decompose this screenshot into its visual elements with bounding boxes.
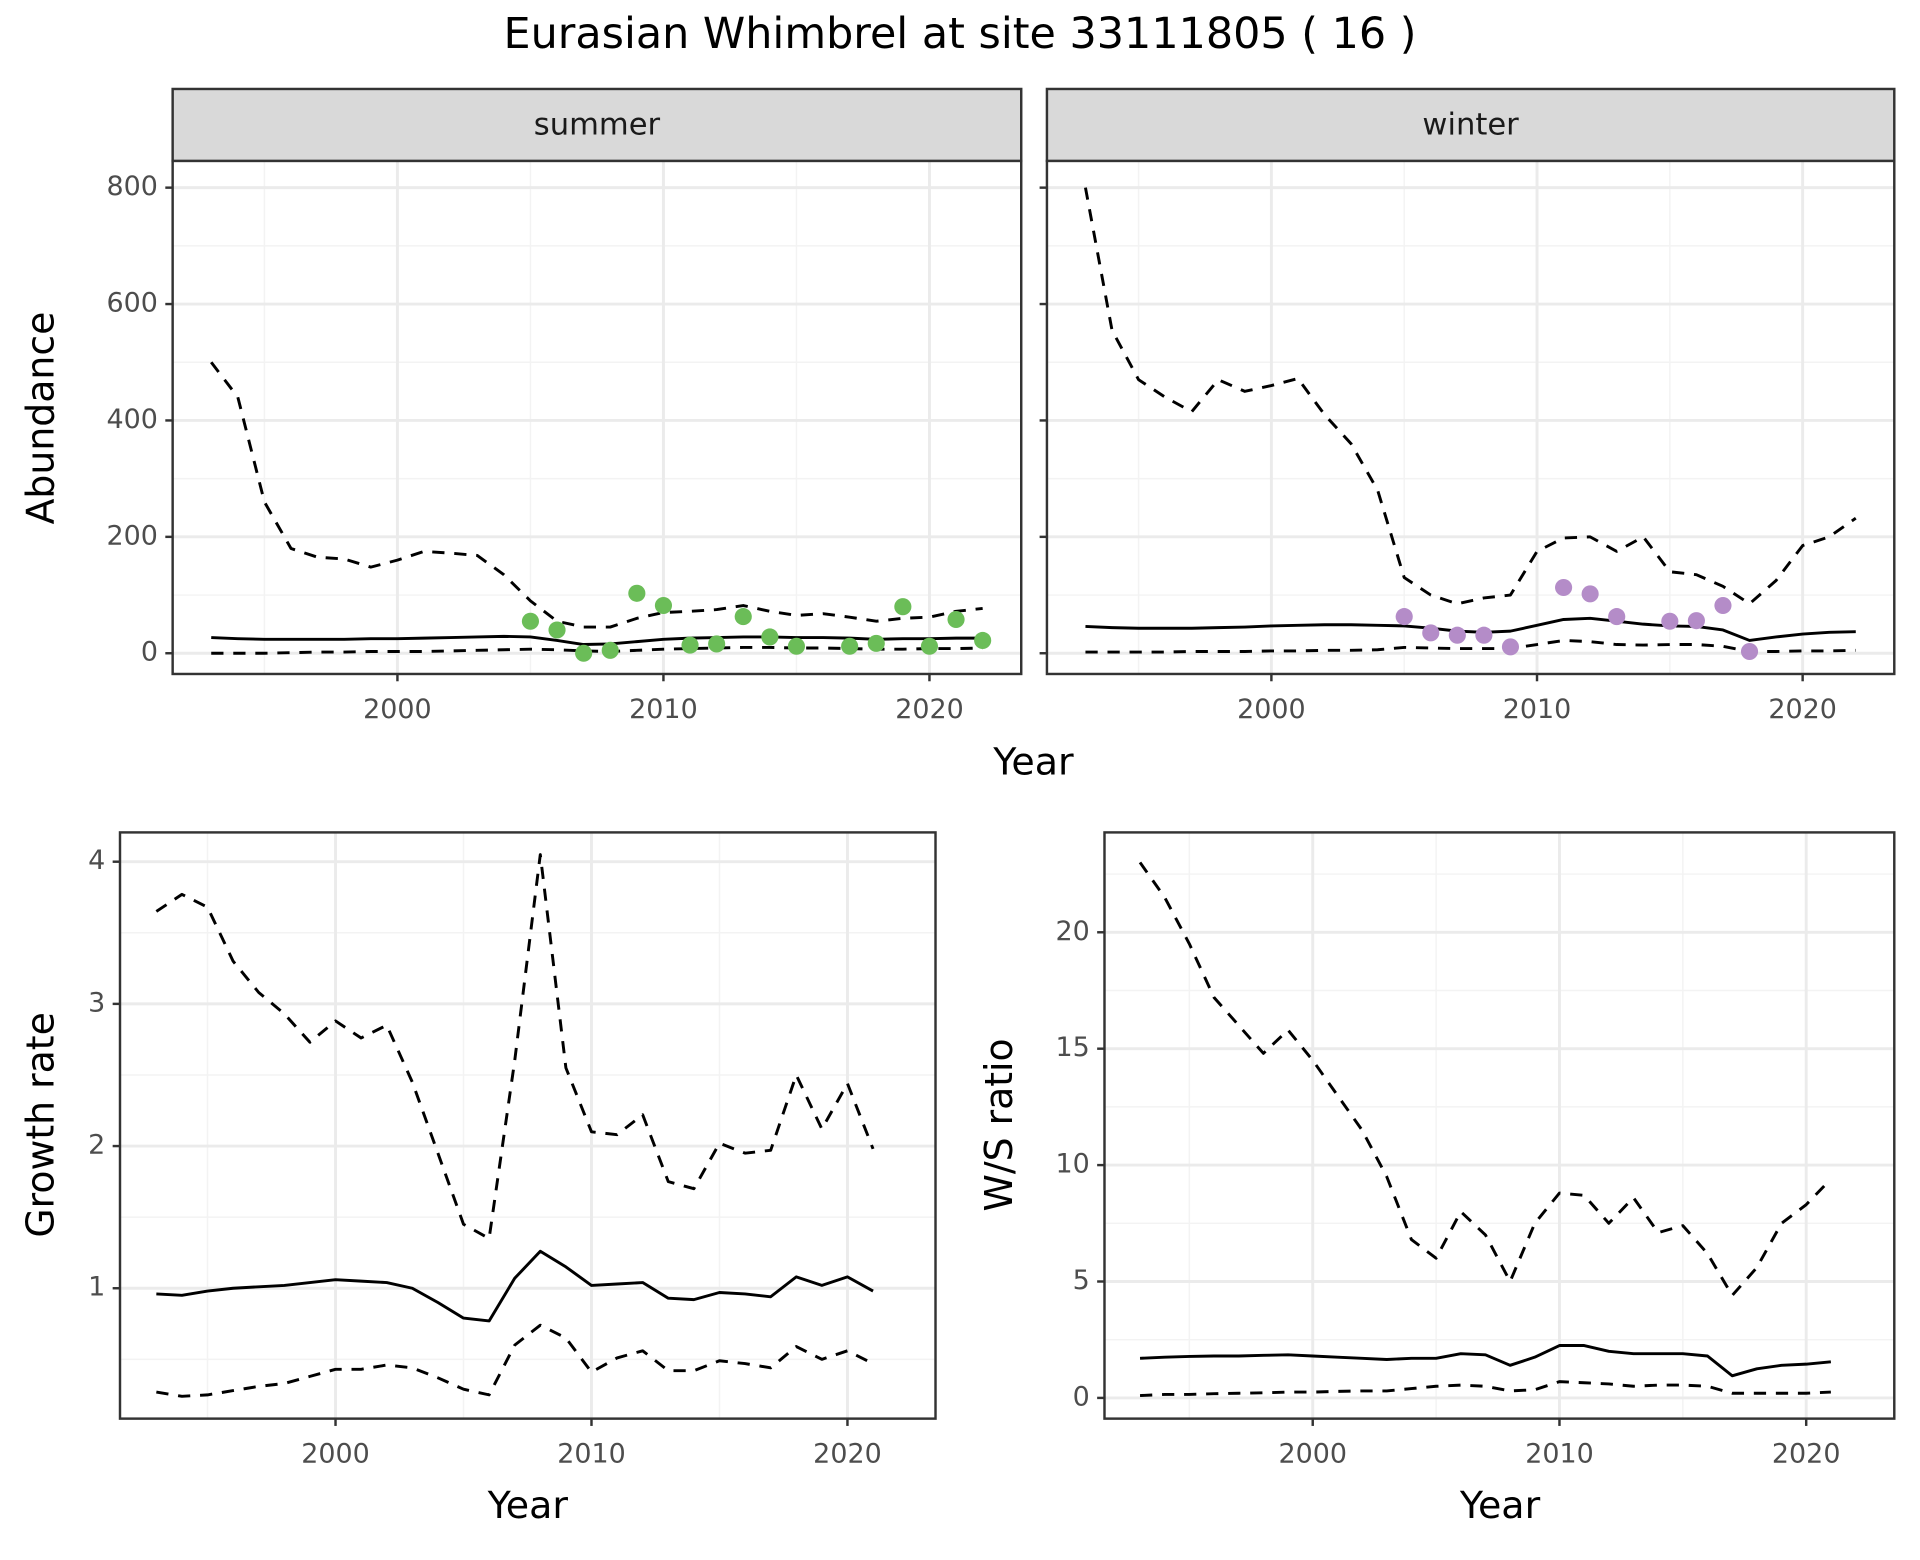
x-tick-label: 2000 (1237, 694, 1306, 725)
observed-point (1448, 626, 1466, 644)
y-axis-title: Abundance (18, 312, 62, 525)
y-tick-label: 1 (88, 1272, 105, 1303)
interval-line (1139, 1380, 1831, 1398)
y-axis-title: Growth rate (18, 1012, 62, 1237)
observed-point (1608, 608, 1626, 626)
observed-point (1555, 578, 1573, 597)
x-axis-title: Year (1459, 1483, 1541, 1527)
observed-point (761, 628, 779, 646)
observed-point (894, 598, 912, 616)
estimate-line (1085, 616, 1856, 642)
observed-point (708, 635, 726, 653)
observed-point (1581, 585, 1599, 603)
x-tick-label: 2010 (1503, 694, 1572, 725)
panel-background (1046, 160, 1895, 674)
x-tick-label: 2010 (629, 694, 698, 725)
estimate-line (156, 1249, 874, 1323)
panel-background (1104, 832, 1895, 1419)
observed-point (575, 644, 593, 662)
observed-point (1422, 624, 1440, 642)
panel-background (120, 832, 936, 1419)
observed-point (920, 637, 939, 655)
x-axis-title: Year (992, 740, 1074, 784)
observed-point (681, 636, 699, 654)
x-tick-label: 2010 (1525, 1439, 1594, 1470)
y-tick-label: 5 (1073, 1265, 1090, 1296)
observed-point (521, 612, 540, 630)
panel-border (1103, 831, 1896, 1420)
observed-point (787, 637, 806, 655)
panel-border (118, 831, 937, 1420)
y-tick-label: 2 (88, 1130, 105, 1161)
y-tick-label: 15 (1056, 1032, 1090, 1063)
y-tick-label: 4 (88, 845, 105, 876)
x-tick-label: 2020 (1768, 694, 1837, 725)
observed-point (974, 631, 992, 649)
y-tick-label: 0 (1073, 1381, 1090, 1412)
observed-point (1714, 596, 1732, 615)
x-tick-label: 2000 (363, 694, 432, 725)
interval-line (1085, 638, 1856, 654)
observed-point (841, 637, 859, 655)
panel-background (172, 160, 1022, 674)
strip-label: summer (534, 108, 661, 143)
estimate-line (1139, 1344, 1832, 1378)
y-tick-label: 600 (107, 288, 158, 319)
x-tick-label: 2020 (1772, 1439, 1841, 1470)
observed-point (947, 610, 965, 629)
observed-point (654, 596, 673, 615)
strip-background (1045, 87, 1896, 163)
y-tick-label: 400 (107, 404, 158, 435)
y-tick-label: 10 (1056, 1149, 1090, 1180)
observed-point (628, 584, 646, 602)
estimate-line (211, 634, 983, 646)
interval-line (156, 1323, 874, 1398)
observed-point (1501, 638, 1520, 656)
x-tick-label: 2020 (813, 1439, 882, 1470)
observed-point (1687, 612, 1705, 630)
interval-line (155, 853, 875, 1240)
strip-label: winter (1422, 108, 1519, 143)
interval-line (1138, 861, 1832, 1297)
x-axis-title: Year (487, 1483, 569, 1527)
x-tick-label: 2000 (1278, 1439, 1347, 1470)
y-axis-title: W/S ratio (977, 1038, 1021, 1211)
y-tick-label: 20 (1056, 916, 1090, 947)
y-tick-label: 0 (141, 637, 158, 668)
observed-point (1661, 612, 1679, 630)
observed-point (867, 634, 885, 652)
observed-point (734, 608, 752, 626)
observed-point (548, 621, 566, 639)
chart-title: Eurasian Whimbrel at site 33111805 ( 16 … (504, 9, 1417, 59)
observed-point (601, 641, 619, 659)
x-tick-label: 2020 (895, 694, 964, 725)
observed-point (1395, 608, 1413, 626)
interval-line (1084, 187, 1857, 606)
observed-point (1740, 642, 1759, 661)
interval-line (210, 361, 983, 629)
y-tick-label: 3 (88, 987, 105, 1018)
observed-point (1475, 626, 1493, 644)
x-tick-label: 2010 (557, 1439, 626, 1470)
x-tick-label: 2000 (301, 1439, 370, 1470)
strip-background (171, 87, 1023, 163)
y-tick-label: 800 (107, 171, 158, 202)
y-tick-label: 200 (107, 520, 158, 551)
